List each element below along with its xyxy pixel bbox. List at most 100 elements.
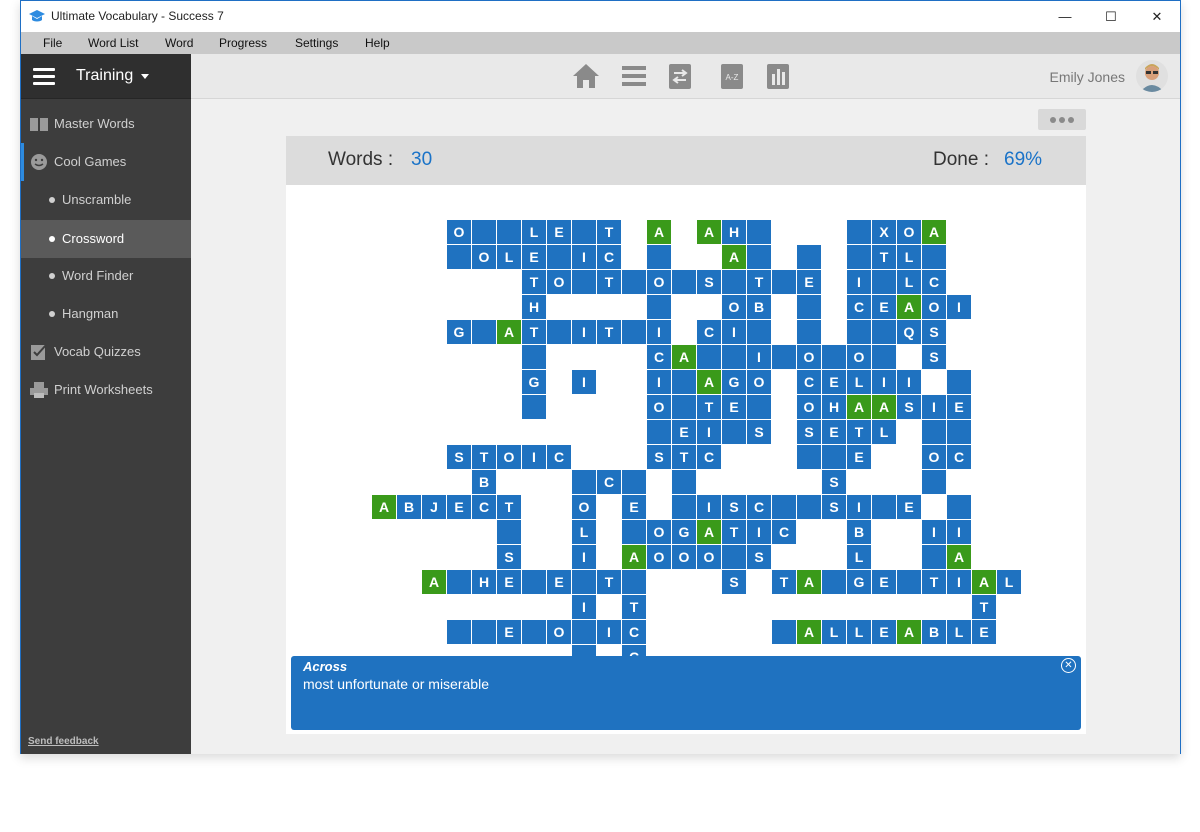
- crossword-cell[interactable]: [522, 570, 546, 594]
- crossword-cell[interactable]: A: [847, 395, 871, 419]
- crossword-cell[interactable]: T: [472, 445, 496, 469]
- sidebar-item-cool-games[interactable]: Cool Games: [21, 143, 191, 181]
- crossword-cell[interactable]: C: [747, 495, 771, 519]
- crossword-cell[interactable]: [797, 495, 821, 519]
- crossword-cell[interactable]: H: [722, 220, 746, 244]
- crossword-cell[interactable]: [797, 445, 821, 469]
- crossword-cell[interactable]: [747, 220, 771, 244]
- crossword-cell[interactable]: J: [422, 495, 446, 519]
- crossword-cell[interactable]: H: [522, 295, 546, 319]
- crossword-cell[interactable]: O: [847, 345, 871, 369]
- crossword-cell[interactable]: Q: [897, 320, 921, 344]
- crossword-cell[interactable]: [772, 620, 796, 644]
- crossword-cell[interactable]: [922, 545, 946, 569]
- crossword-cell[interactable]: A: [797, 620, 821, 644]
- crossword-cell[interactable]: [947, 420, 971, 444]
- crossword-cell[interactable]: C: [622, 645, 646, 656]
- crossword-cell[interactable]: [622, 470, 646, 494]
- crossword-cell[interactable]: E: [897, 495, 921, 519]
- crossword-cell[interactable]: O: [472, 245, 496, 269]
- crossword-cell[interactable]: B: [847, 520, 871, 544]
- crossword-cell[interactable]: [747, 395, 771, 419]
- crossword-cell[interactable]: A: [897, 620, 921, 644]
- crossword-cell[interactable]: [822, 345, 846, 369]
- crossword-cell[interactable]: [822, 570, 846, 594]
- crossword-cell[interactable]: [572, 645, 596, 656]
- crossword-cell[interactable]: C: [622, 620, 646, 644]
- dictionary-icon[interactable]: A-Z: [717, 61, 747, 91]
- crossword-cell[interactable]: A: [797, 570, 821, 594]
- crossword-cell[interactable]: T: [772, 570, 796, 594]
- crossword-cell[interactable]: [472, 320, 496, 344]
- crossword-cell[interactable]: T: [672, 445, 696, 469]
- crossword-cell[interactable]: I: [897, 370, 921, 394]
- crossword-cell[interactable]: O: [647, 395, 671, 419]
- crossword-cell[interactable]: B: [472, 470, 496, 494]
- crossword-cell[interactable]: [672, 470, 696, 494]
- crossword-cell[interactable]: O: [797, 395, 821, 419]
- sidebar-item-hangman[interactable]: Hangman: [21, 295, 191, 333]
- crossword-cell[interactable]: S: [447, 445, 471, 469]
- crossword-cell[interactable]: L: [897, 245, 921, 269]
- crossword-cell[interactable]: C: [647, 345, 671, 369]
- flashcards-icon[interactable]: [665, 61, 695, 91]
- crossword-cell[interactable]: S: [497, 545, 521, 569]
- menu-word[interactable]: Word: [165, 36, 194, 50]
- crossword-cell[interactable]: E: [522, 245, 546, 269]
- crossword-cell[interactable]: C: [597, 470, 621, 494]
- crossword-cell[interactable]: T: [522, 270, 546, 294]
- crossword-cell[interactable]: S: [747, 545, 771, 569]
- crossword-cell[interactable]: G: [847, 570, 871, 594]
- crossword-cell[interactable]: C: [847, 295, 871, 319]
- crossword-cell[interactable]: L: [847, 620, 871, 644]
- crossword-cell[interactable]: A: [872, 395, 896, 419]
- crossword-cell[interactable]: A: [947, 545, 971, 569]
- crossword-cell[interactable]: T: [622, 595, 646, 619]
- crossword-cell[interactable]: [797, 320, 821, 344]
- crossword-cell[interactable]: I: [572, 370, 596, 394]
- crossword-cell[interactable]: [772, 270, 796, 294]
- crossword-cell[interactable]: [672, 370, 696, 394]
- crossword-cell[interactable]: [447, 570, 471, 594]
- crossword-cell[interactable]: C: [697, 445, 721, 469]
- crossword-cell[interactable]: S: [747, 420, 771, 444]
- sidebar-item-crossword[interactable]: Crossword: [21, 220, 191, 258]
- crossword-cell[interactable]: S: [797, 420, 821, 444]
- crossword-grid[interactable]: IECOLETAAHXOAOLEICATLTOTOSTEILCHOBCEAOIG…: [286, 185, 1086, 656]
- crossword-cell[interactable]: T: [522, 320, 546, 344]
- crossword-cell[interactable]: O: [697, 545, 721, 569]
- progress-chart-icon[interactable]: [763, 61, 793, 91]
- crossword-cell[interactable]: S: [822, 495, 846, 519]
- crossword-cell[interactable]: [572, 570, 596, 594]
- send-feedback-link[interactable]: Send feedback: [28, 736, 99, 747]
- crossword-cell[interactable]: O: [672, 545, 696, 569]
- crossword-cell[interactable]: I: [872, 370, 896, 394]
- crossword-cell[interactable]: I: [847, 270, 871, 294]
- close-window-button[interactable]: ✕: [1151, 8, 1163, 24]
- crossword-cell[interactable]: [522, 345, 546, 369]
- crossword-cell[interactable]: [897, 570, 921, 594]
- crossword-cell[interactable]: T: [597, 570, 621, 594]
- crossword-cell[interactable]: [772, 495, 796, 519]
- sidebar-item-print-worksheets[interactable]: Print Worksheets: [21, 371, 191, 409]
- crossword-cell[interactable]: T: [597, 220, 621, 244]
- minimize-button[interactable]: —: [1058, 9, 1072, 24]
- crossword-cell[interactable]: [672, 495, 696, 519]
- crossword-cell[interactable]: [522, 395, 546, 419]
- crossword-cell[interactable]: L: [997, 570, 1021, 594]
- crossword-cell[interactable]: C: [922, 270, 946, 294]
- crossword-cell[interactable]: L: [872, 420, 896, 444]
- crossword-cell[interactable]: [647, 420, 671, 444]
- crossword-cell[interactable]: [722, 545, 746, 569]
- more-options-button[interactable]: [1038, 109, 1086, 130]
- crossword-cell[interactable]: O: [647, 545, 671, 569]
- crossword-cell[interactable]: [522, 620, 546, 644]
- crossword-cell[interactable]: [822, 445, 846, 469]
- crossword-cell[interactable]: A: [622, 545, 646, 569]
- crossword-cell[interactable]: E: [447, 495, 471, 519]
- crossword-cell[interactable]: [622, 320, 646, 344]
- crossword-cell[interactable]: [922, 470, 946, 494]
- crossword-cell[interactable]: A: [697, 220, 721, 244]
- crossword-cell[interactable]: I: [572, 320, 596, 344]
- crossword-cell[interactable]: O: [897, 220, 921, 244]
